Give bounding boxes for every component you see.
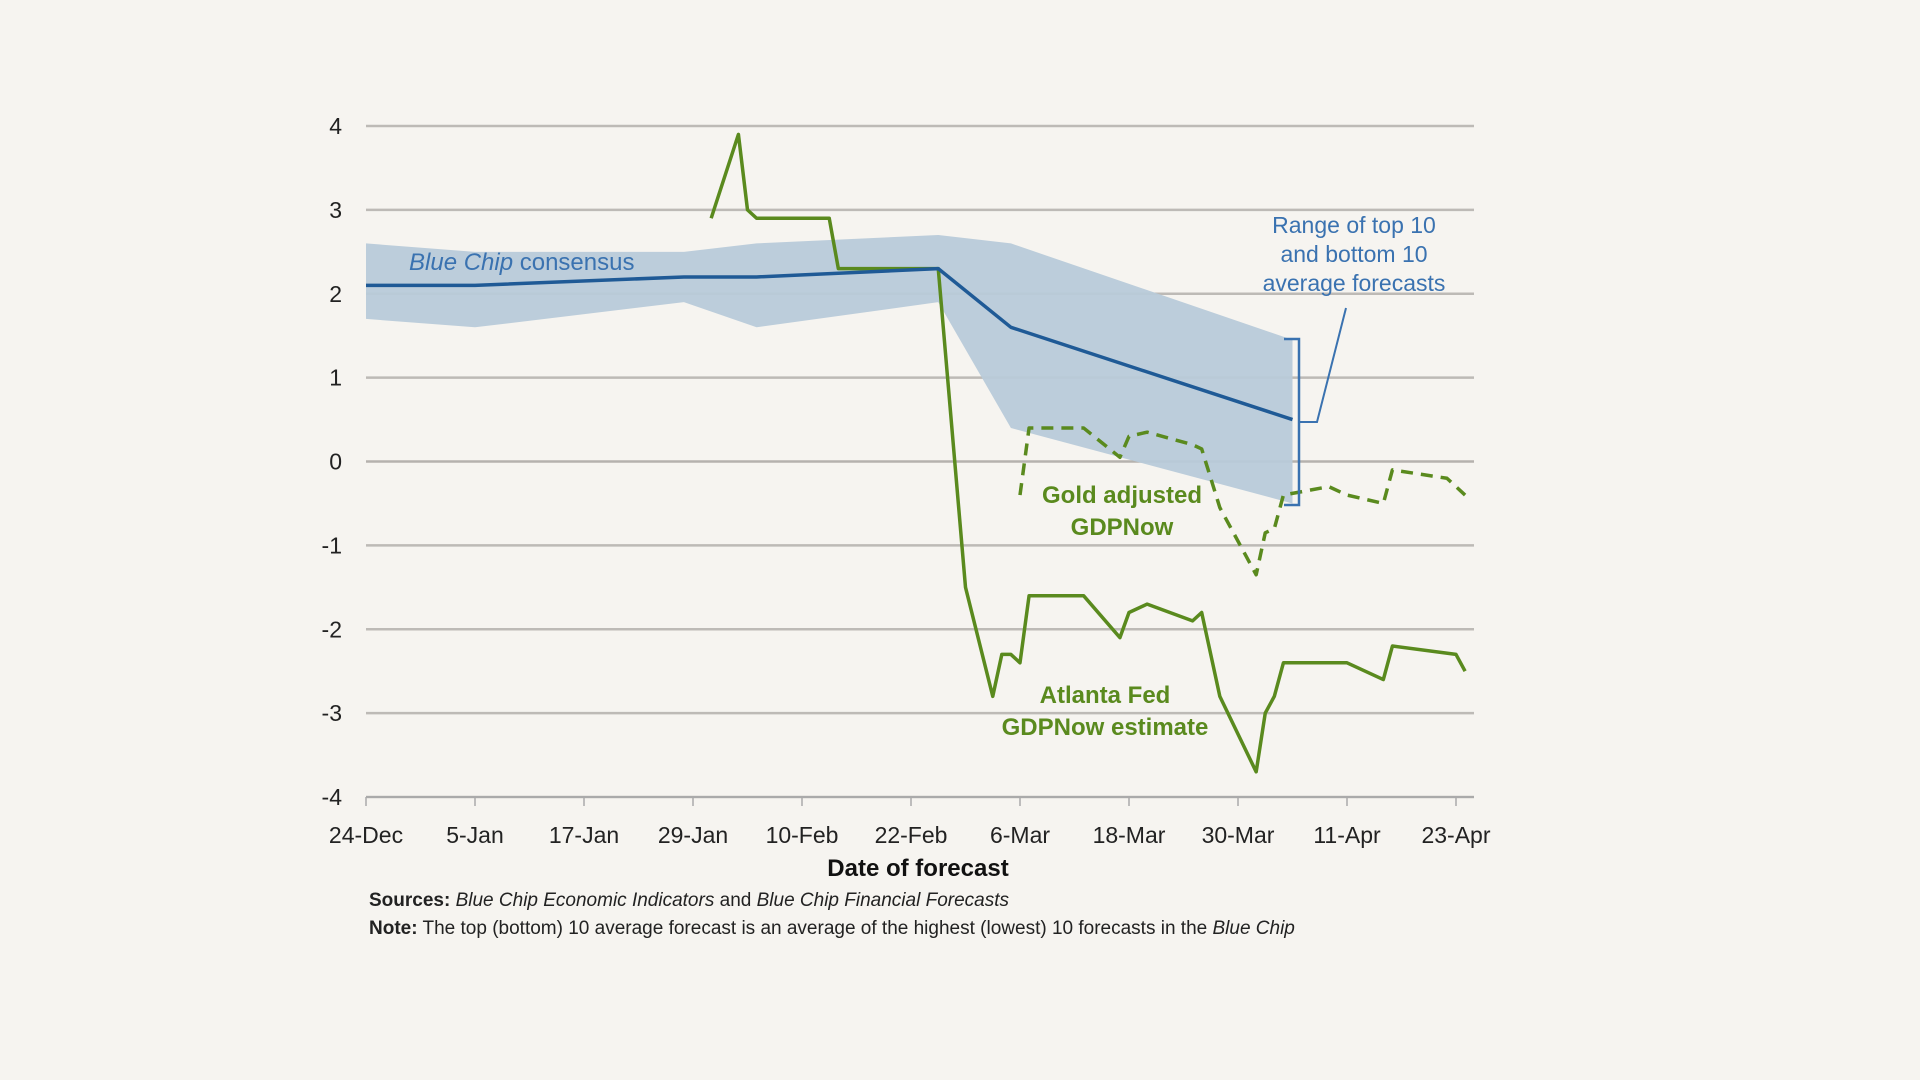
range-label-line: average forecasts — [1263, 270, 1446, 296]
sources-b: Blue Chip Financial Forecasts — [756, 890, 1009, 911]
x-tick-label: 18-Mar — [1093, 822, 1166, 848]
y-tick-label: 3 — [329, 197, 342, 223]
consensus-label: Blue Chip consensus — [409, 249, 634, 276]
note-italic: Blue Chip — [1212, 918, 1295, 939]
footnote: Note: The top (bottom) 10 average foreca… — [369, 918, 1295, 940]
y-tick-label: 0 — [329, 449, 342, 475]
y-tick-label: -4 — [322, 784, 343, 810]
sources-note: Sources: Blue Chip Economic Indicators a… — [369, 890, 1009, 912]
y-axis-ticks: 4 3 2 1 0 -1 -2 -3 -4 — [322, 113, 343, 810]
y-tick-label: 4 — [329, 113, 342, 139]
x-axis-title: Date of forecast — [827, 855, 1008, 882]
atlanta-label: Atlanta Fed GDPNow estimate — [1002, 682, 1209, 741]
y-tick-label: -1 — [322, 532, 342, 558]
series-line-atlanta-fed-gdpnow-estimate — [709, 132, 1467, 774]
consensus-label-italic: Blue Chip — [409, 249, 513, 276]
x-tick-label: 6-Mar — [990, 822, 1050, 848]
x-tick-label: 10-Feb — [766, 822, 839, 848]
atlanta-label-line: Atlanta Fed — [1040, 682, 1171, 709]
x-tick-label: 11-Apr — [1313, 822, 1381, 848]
note-text: The top (bottom) 10 average forecast is … — [417, 918, 1213, 939]
note-label: Note: — [369, 918, 418, 939]
x-tick-label: 23-Apr — [1421, 822, 1490, 848]
sources-label: Sources: — [369, 890, 451, 911]
forecast-range-band — [366, 235, 1293, 504]
series-lines — [366, 132, 1467, 774]
x-axis: 24-Dec 5-Jan 17-Jan 29-Jan 10-Feb 22-Feb 6-Mar… — [329, 796, 1491, 848]
sources-a: Blue Chip Economic Indicators — [455, 890, 715, 911]
range-label-line: Range of top 10 — [1272, 212, 1436, 238]
y-tick-label: 2 — [329, 281, 342, 307]
x-tick-label: 29-Jan — [658, 822, 728, 848]
x-tick-label: 5-Jan — [446, 822, 504, 848]
series-line-gold-adjusted-gdpnow — [1018, 426, 1467, 577]
range-label-line: and bottom 10 — [1280, 241, 1427, 267]
gold-label-line: GDPNow — [1071, 514, 1174, 541]
gold-label: Gold adjusted GDPNow — [1042, 482, 1202, 541]
y-tick-label: -2 — [322, 616, 342, 642]
y-tick-label: -3 — [322, 700, 342, 726]
x-tick-label: 22-Feb — [875, 822, 948, 848]
x-tick-label: 24-Dec — [329, 822, 403, 848]
sources-and: and — [714, 890, 757, 911]
y-tick-label: 1 — [329, 365, 342, 391]
series-line-blue-chip-consensus — [366, 266, 1294, 422]
range-leader-line — [1299, 307, 1347, 423]
range-label: Range of top 10 and bottom 10 average fo… — [1263, 212, 1446, 296]
x-tick-label: 17-Jan — [549, 822, 619, 848]
consensus-label-rest: consensus — [513, 249, 634, 276]
x-tick-label: 30-Mar — [1202, 822, 1275, 848]
atlanta-label-line: GDPNow estimate — [1002, 714, 1209, 741]
gold-label-line: Gold adjusted — [1042, 482, 1202, 509]
